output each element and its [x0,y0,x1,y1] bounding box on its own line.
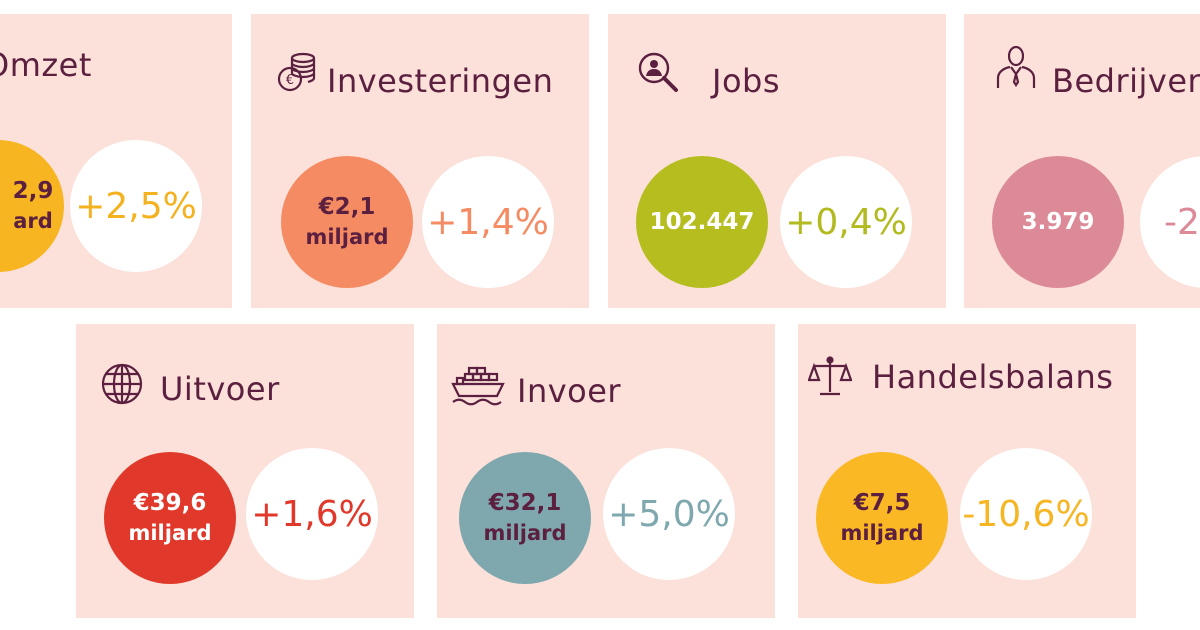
change-circle-investeringen: +1,4% [422,156,554,288]
value-unit-invoer: miljard [483,521,567,545]
coins-stack-icon: € [275,50,319,94]
value-main-handelsbalans: €7,5 [853,490,911,516]
value-unit-omzet: ard [13,209,53,233]
change-value-uitvoer: +1,6% [251,493,373,535]
value-unit-uitvoer: miljard [128,521,212,545]
change-circle-jobs: +0,4% [780,156,912,288]
card-title-bedrijven: Bedrijven [1052,62,1200,100]
change-circle-bedrijven: -2, [1140,156,1200,288]
change-value-investeringen: +1,4% [427,201,549,243]
change-circle-uitvoer: +1,6% [246,448,378,580]
change-value-invoer: +5,0% [608,493,730,535]
card-title-jobs: Jobs [712,62,780,100]
svg-text:€: € [286,73,294,88]
card-title-omzet: Omzet [0,46,92,84]
card-invoer: Invoer €32,1 miljard +5,0% [437,324,775,618]
card-jobs: Jobs 102.447 +0,4% [608,14,946,308]
change-value-handelsbalans: -10,6% [962,493,1090,535]
card-bedrijven: Bedrijven 3.979 -2, [964,14,1200,308]
magnifier-person-icon [636,50,680,94]
card-investeringen: € Investeringen €2,1 miljard +1,4% [251,14,589,308]
card-title-investeringen: Investeringen [327,62,554,100]
change-circle-handelsbalans: -10,6% [960,448,1092,580]
change-circle-invoer: +5,0% [603,448,735,580]
change-value-bedrijven: -2, [1164,201,1200,243]
value-main-investeringen: €2,1 [318,194,376,220]
value-unit-handelsbalans: miljard [840,521,924,545]
card-title-handelsbalans: Handelsbalans [872,358,1114,396]
value-circle-bedrijven: 3.979 [992,156,1124,288]
businessperson-icon [994,44,1038,88]
value-circle-uitvoer: €39,6 miljard [104,452,236,584]
card-omzet: Omzet 2,9 ard +2,5% [0,14,232,308]
value-circle-handelsbalans: €7,5 miljard [816,452,948,584]
card-uitvoer: Uitvoer €39,6 miljard +1,6% [76,324,414,618]
card-title-uitvoer: Uitvoer [160,370,280,408]
value-main-uitvoer: €39,6 [133,490,207,516]
change-circle-omzet: +2,5% [70,140,202,272]
value-main-jobs: 102.447 [649,209,755,235]
value-main-invoer: €32,1 [488,490,562,516]
globe-icon [100,362,144,406]
change-value-omzet: +2,5% [75,185,197,227]
scales-icon [808,354,852,398]
value-circle-omzet: 2,9 ard [0,140,64,272]
value-circle-invoer: €32,1 miljard [459,452,591,584]
value-circle-investeringen: €2,1 miljard [281,156,413,288]
change-value-jobs: +0,4% [785,201,907,243]
value-main-omzet: 2,9 [12,178,54,204]
value-circle-jobs: 102.447 [636,156,768,288]
value-unit-investeringen: miljard [305,225,389,249]
cargo-ship-icon [451,362,505,406]
value-main-bedrijven: 3.979 [1021,209,1095,235]
card-title-invoer: Invoer [517,372,622,410]
card-handelsbalans: Handelsbalans €7,5 miljard -10,6% [798,324,1136,618]
